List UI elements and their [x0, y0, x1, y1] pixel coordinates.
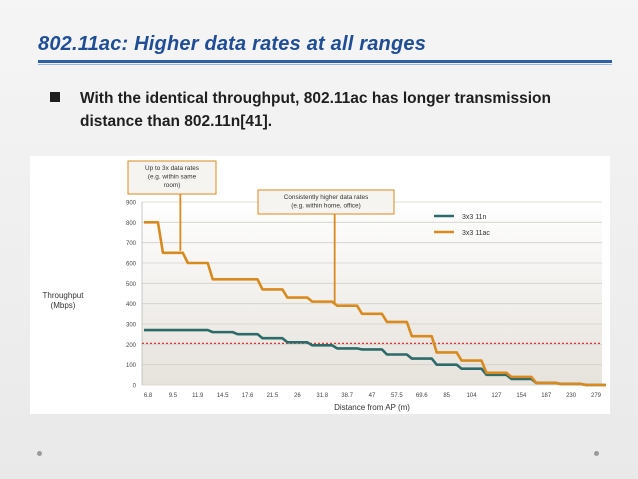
x-tick-label: 69.6: [416, 393, 428, 399]
title-underline: [38, 60, 612, 63]
annotation-text: Up to 3x data rates: [145, 165, 199, 172]
footer-dot-left: [37, 451, 42, 456]
annotation-text: Consistently higher data rates: [284, 194, 369, 201]
annotation-text: room): [164, 182, 181, 189]
chart-container: 0 100 200 300 400 500 600 700 800 900 6.8 9.5 11.9 14…: [30, 156, 610, 414]
bullet-square-icon: [50, 92, 60, 102]
x-tick-label: 11.9: [192, 393, 204, 399]
x-tick-label: 38.7: [341, 393, 353, 399]
x-tick-label: 21.5: [267, 393, 279, 399]
legend-label: 3x3 11n: [462, 214, 486, 221]
y-tick-label: 900: [126, 201, 137, 207]
y-axis-label: (Mbps): [51, 301, 76, 310]
title-underline-thin: [38, 64, 612, 65]
y-axis-label: Throughput: [43, 291, 85, 300]
y-tick-label: 100: [126, 363, 137, 369]
x-tick-label: 31.8: [316, 393, 328, 399]
x-tick-label: 14.5: [217, 393, 229, 399]
x-tick-label: 154: [516, 393, 527, 399]
x-tick-label: 127: [491, 393, 502, 399]
x-tick-label: 230: [566, 393, 577, 399]
x-tick-label: 6.8: [144, 393, 153, 399]
x-axis-label: Distance from AP (m): [334, 403, 410, 412]
y-tick-label: 500: [126, 282, 137, 288]
annotation-text: (e.g. within home, office): [291, 203, 361, 210]
slide-title: 802.11ac: Higher data rates at all range…: [38, 33, 427, 55]
annotation-box: [127, 160, 217, 195]
x-tick-label: 57.5: [391, 393, 403, 399]
x-tick-label: 17.6: [242, 393, 254, 399]
y-tick-label: 800: [126, 221, 137, 227]
x-tick-label: 26: [294, 393, 301, 399]
x-tick-label: 85: [443, 393, 450, 399]
annotation-text: (e.g. within same: [148, 174, 197, 181]
bullet-text: With the identical throughput, 802.11ac …: [80, 90, 551, 130]
x-tick-label: 279: [591, 393, 602, 399]
x-tick-label: 47: [369, 393, 376, 399]
y-tick-label: 200: [126, 343, 137, 349]
footer-dot-right: [594, 451, 599, 456]
y-tick-label: 0: [133, 384, 137, 390]
legend-label: 3x3 11ac: [462, 230, 490, 237]
y-tick-label: 600: [126, 262, 137, 268]
throughput-chart: 0 100 200 300 400 500 600 700 800 900 6.8 9.5 11.9 14…: [43, 160, 606, 412]
y-tick-label: 700: [126, 241, 137, 247]
y-tick-label: 300: [126, 323, 137, 329]
annotation-box: [257, 189, 395, 215]
x-tick-label: 104: [467, 393, 478, 399]
plot-area: [142, 202, 602, 385]
x-tick-label: 9.5: [169, 393, 178, 399]
x-tick-label: 187: [541, 393, 552, 399]
y-tick-label: 400: [126, 302, 137, 308]
